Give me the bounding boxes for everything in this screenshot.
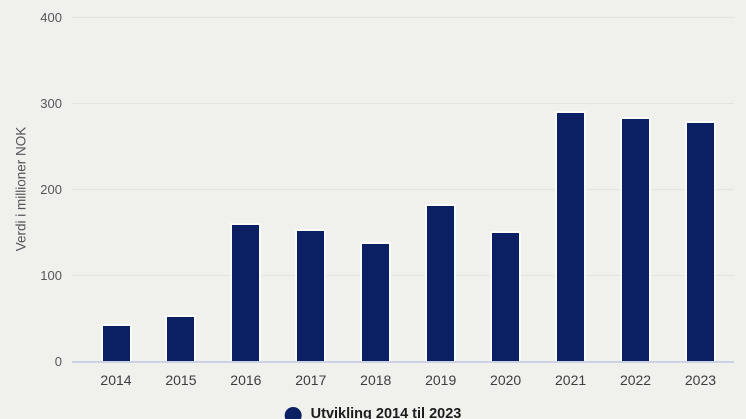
bar[interactable]: [490, 231, 522, 361]
y-tick-label: 0: [54, 353, 62, 369]
x-tick-label: 2016: [230, 372, 262, 388]
bar[interactable]: [230, 223, 262, 361]
y-tick-label: 400: [40, 9, 62, 25]
x-axis-line: [72, 360, 734, 363]
bar[interactable]: [684, 121, 716, 361]
legend-marker-circle-icon: [284, 407, 302, 419]
bar[interactable]: [165, 315, 197, 361]
x-tick-label: 2018: [360, 372, 392, 388]
x-tick-label: 2023: [684, 372, 717, 388]
x-tick-label: 2020: [490, 372, 522, 388]
bar[interactable]: [425, 204, 457, 361]
bar[interactable]: [295, 229, 327, 361]
y-tick-label: 200: [40, 181, 62, 197]
x-tick-label: 2021: [555, 372, 587, 388]
bar[interactable]: [100, 324, 132, 361]
legend-label: Utvikling 2014 til 2023: [310, 406, 462, 419]
x-tick-label: 2017: [295, 372, 327, 388]
gridline: [72, 188, 734, 190]
bar[interactable]: [360, 242, 392, 361]
bar[interactable]: [620, 117, 652, 361]
y-tick-label: 100: [40, 267, 62, 283]
x-tick-label: 2022: [619, 372, 652, 388]
gridline: [72, 16, 734, 18]
gridline: [72, 102, 734, 104]
bar[interactable]: [555, 111, 587, 361]
gridline: [72, 274, 734, 276]
x-tick-label: 2015: [165, 372, 197, 388]
legend-item[interactable]: Utvikling 2014 til 2023: [284, 403, 462, 419]
x-tick-label: 2014: [100, 372, 132, 388]
x-tick-label: 2019: [425, 372, 457, 388]
y-tick-label: 300: [40, 95, 62, 111]
